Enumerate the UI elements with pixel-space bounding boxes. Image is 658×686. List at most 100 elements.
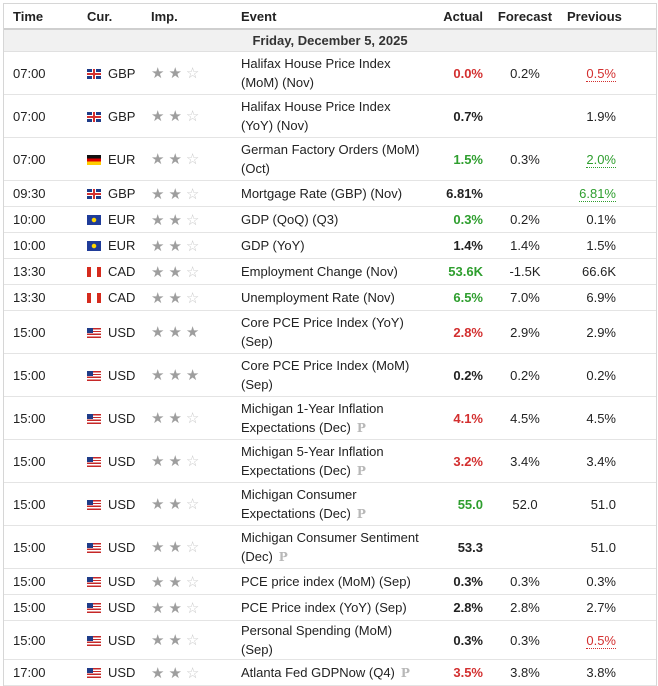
event-name-cell[interactable]: Mortgage Rate (GBP) (Nov) [241,180,431,207]
col-actual[interactable]: Actual [431,4,483,30]
event-previous-cell: 0.3% [567,568,656,595]
event-row[interactable]: 15:00 USD ★ ★ ☆ Michigan Consumer Expectat… [4,482,656,526]
event-name-cell[interactable]: Personal Spending (MoM) (Sep) [241,620,431,660]
currency-code: USD [108,665,136,680]
event-name[interactable]: Atlanta Fed GDPNow (Q4) [241,664,395,680]
event-name-cell[interactable]: Atlanta Fed GDPNow (Q4) P [241,659,431,686]
event-name-cell[interactable]: Core PCE Price Index (MoM) (Sep) [241,353,431,397]
importance-stars: ★ ★ ☆ [151,51,241,95]
event-name-cell[interactable]: PCE price index (MoM) (Sep) [241,568,431,595]
event-name[interactable]: German Factory Orders (MoM) (Oct) [241,142,420,176]
event-currency: USD [87,594,151,621]
event-currency: USD [87,439,151,483]
star-empty-icon: ☆ [185,410,200,427]
event-row[interactable]: 07:00 GBP ★ ★ ☆ Halifax House Price Index … [4,94,656,138]
event-name-cell[interactable]: Unemployment Rate (Nov) [241,284,431,311]
event-name[interactable]: GDP (YoY) [241,238,305,253]
event-row[interactable]: 17:00 USD ★ ★ ☆ Atlanta Fed GDPNow (Q4) P 3… [4,659,656,686]
event-row[interactable]: 07:00 GBP ★ ★ ☆ Halifax House Price Index … [4,51,656,95]
event-name[interactable]: Michigan 5-Year Inflation Expectations (… [241,443,384,478]
event-name[interactable]: Halifax House Price Index (MoM) (Nov) [241,56,391,90]
event-name[interactable]: PCE Price index (YoY) (Sep) [241,600,407,615]
star-filled-icon: ★ [168,367,182,384]
event-row[interactable]: 10:00 EUR ★ ★ ☆ GDP (QoQ) (Q3) 0.3% 0.2% 0… [4,206,656,233]
event-name-cell[interactable]: PCE Price index (YoY) (Sep) [241,594,431,621]
star-filled-icon: ★ [151,237,165,255]
event-name-cell[interactable]: Michigan Consumer Sentiment (Dec) P [241,525,431,569]
event-name[interactable]: Michigan 1-Year Inflation Expectations (… [241,400,384,435]
event-name[interactable]: Michigan Consumer Sentiment (Dec) [241,529,419,564]
col-previous[interactable]: Previous [567,4,656,30]
event-forecast [483,180,567,207]
event-previous[interactable]: 2.0% [586,151,616,168]
event-name-cell[interactable]: Michigan 1-Year Inflation Expectations (… [241,396,431,440]
event-row[interactable]: 13:30 CAD ★ ★ ☆ Unemployment Rate (Nov) 6.… [4,284,656,311]
event-time: 15:00 [4,353,87,397]
event-row[interactable]: 10:00 EUR ★ ★ ☆ GDP (YoY) 1.4% 1.4% 1.5% [4,232,656,259]
event-name-cell[interactable]: Halifax House Price Index (MoM) (Nov) [241,51,431,95]
col-importance[interactable]: Imp. [151,4,241,30]
col-event[interactable]: Event [241,4,431,30]
star-filled-icon: ★ [185,367,200,384]
event-name[interactable]: Core PCE Price Index (MoM) (Sep) [241,358,410,392]
col-currency[interactable]: Cur. [87,4,151,30]
event-row[interactable]: 15:00 USD ★ ★ ☆ Michigan 1-Year Inflation … [4,396,656,440]
col-forecast[interactable]: Forecast [483,4,567,30]
event-row[interactable]: 15:00 USD ★ ★ ★ Core PCE Price Index (MoM)… [4,353,656,397]
event-name[interactable]: PCE price index (MoM) (Sep) [241,574,411,589]
event-name[interactable]: Unemployment Rate (Nov) [241,290,395,305]
currency-code: EUR [108,151,136,167]
currency-code: USD [108,574,136,589]
star-empty-icon: ☆ [185,211,200,229]
event-name[interactable]: Mortgage Rate (GBP) (Nov) [241,186,403,201]
currency-code: CAD [108,264,136,279]
star-filled-icon: ★ [151,496,165,513]
importance-stars: ★ ★ ★ [151,310,241,354]
event-row[interactable]: 15:00 USD ★ ★ ☆ PCE Price index (YoY) (Sep… [4,594,656,621]
event-name-cell[interactable]: GDP (QoQ) (Q3) [241,206,431,233]
event-row[interactable]: 13:30 CAD ★ ★ ☆ Employment Change (Nov) 53… [4,258,656,285]
event-row[interactable]: 07:00 EUR ★ ★ ☆ German Factory Orders (MoM… [4,137,656,181]
event-name[interactable]: Personal Spending (MoM) (Sep) [241,623,393,657]
event-previous[interactable]: 0.5% [586,65,616,82]
event-name[interactable]: Core PCE Price Index (YoY) (Sep) [241,315,404,349]
star-filled-icon: ★ [168,496,182,513]
star-filled-icon: ★ [151,573,165,591]
event-name-cell[interactable]: Michigan 5-Year Inflation Expectations (… [241,439,431,483]
event-currency: USD [87,525,151,569]
event-row[interactable]: 15:00 USD ★ ★ ☆ PCE price index (MoM) (Sep… [4,568,656,595]
event-name-cell[interactable]: Employment Change (Nov) [241,258,431,285]
event-name[interactable]: Michigan Consumer Expectations (Dec) [241,486,357,521]
event-name[interactable]: Employment Change (Nov) [241,264,398,279]
event-name-cell[interactable]: German Factory Orders (MoM) (Oct) [241,137,431,181]
event-previous[interactable]: 0.5% [586,632,616,649]
event-row[interactable]: 15:00 USD ★ ★ ☆ Michigan 5-Year Inflation … [4,439,656,483]
star-empty-icon: ☆ [185,573,200,591]
event-name[interactable]: GDP (QoQ) (Q3) [241,212,339,227]
star-filled-icon: ★ [168,211,182,229]
event-previous: 2.9% [586,324,616,340]
event-actual: 55.0 [431,482,483,526]
event-currency: EUR [87,206,151,233]
event-name-cell[interactable]: Halifax House Price Index (YoY) (Nov) [241,94,431,138]
event-name-cell[interactable]: GDP (YoY) [241,232,431,259]
importance-stars: ★ ★ ☆ [151,258,241,285]
currency-code: USD [108,324,136,340]
star-filled-icon: ★ [151,324,165,341]
event-row[interactable]: 09:30 GBP ★ ★ ☆ Mortgage Rate (GBP) (Nov) … [4,180,656,207]
event-name[interactable]: Halifax House Price Index (YoY) (Nov) [241,99,391,133]
event-row[interactable]: 15:00 USD ★ ★ ☆ Michigan Consumer Sentimen… [4,525,656,569]
currency-code: USD [108,410,136,426]
currency-code: USD [108,496,136,512]
event-name-cell[interactable]: Core PCE Price Index (YoY) (Sep) [241,310,431,354]
flag-us-icon [87,370,101,381]
event-name-cell[interactable]: Michigan Consumer Expectations (Dec) P [241,482,431,526]
star-empty-icon: ☆ [185,496,200,513]
col-time[interactable]: Time [4,4,87,30]
star-filled-icon: ★ [151,211,165,229]
event-row[interactable]: 15:00 USD ★ ★ ★ Core PCE Price Index (YoY)… [4,310,656,354]
event-forecast: 0.3% [483,137,567,181]
event-previous[interactable]: 6.81% [579,186,616,202]
event-forecast: 3.4% [483,439,567,483]
event-row[interactable]: 15:00 USD ★ ★ ☆ Personal Spending (MoM) (S… [4,620,656,660]
